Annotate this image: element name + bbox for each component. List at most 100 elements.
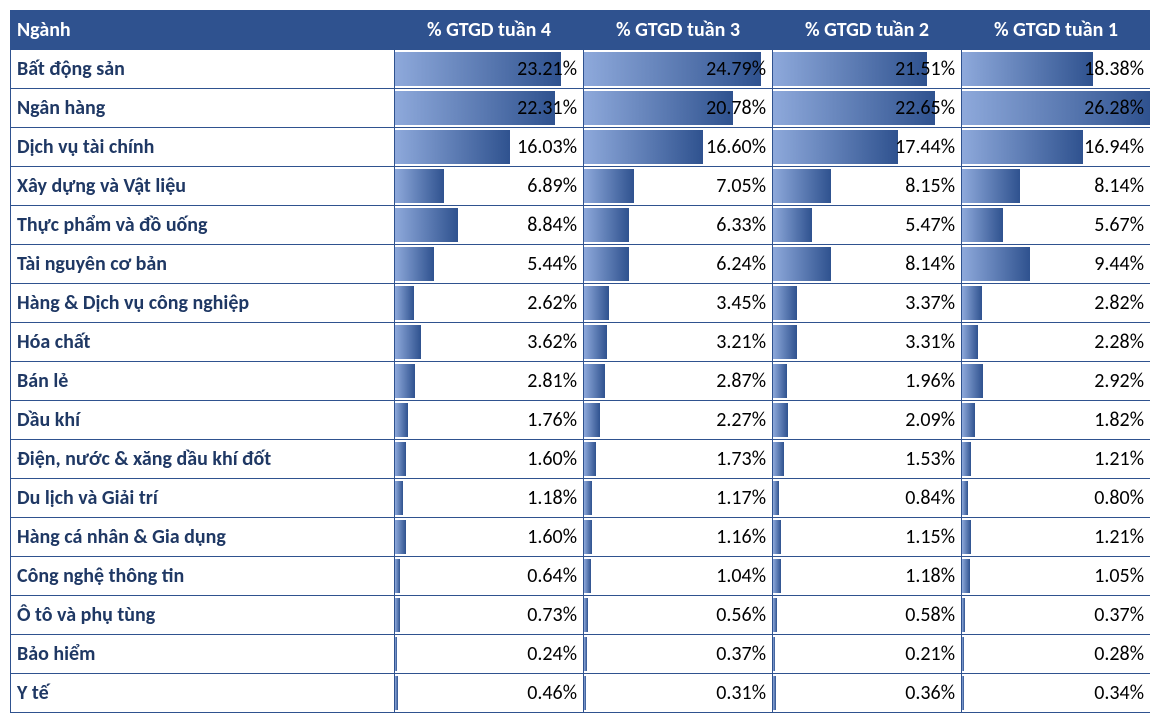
data-bar: [773, 325, 797, 359]
cell-value: 6.33%: [716, 206, 766, 244]
data-cell: 16.94%: [962, 128, 1150, 167]
data-bar: [962, 286, 982, 320]
cell-value: 3.37%: [905, 284, 955, 322]
data-cell: 17.44%: [773, 128, 962, 167]
data-bar: [584, 403, 600, 437]
cell-value: 2.82%: [1094, 284, 1144, 322]
data-cell: 0.84%: [773, 479, 962, 518]
row-label: Xây dựng và Vật liệu: [11, 167, 395, 206]
row-label: Du lịch và Giải trí: [11, 479, 395, 518]
data-bar: [962, 169, 1020, 203]
row-label: Thực phẩm và đồ uống: [11, 206, 395, 245]
data-cell: 22.65%: [773, 89, 962, 128]
data-bar: [584, 169, 634, 203]
cell-value: 1.60%: [527, 518, 577, 556]
table-row: Ô tô và phụ tùng0.73%0.56%0.58%0.37%: [11, 596, 1150, 635]
data-bar: [962, 208, 1003, 242]
cell-value: 1.96%: [905, 362, 955, 400]
data-cell: 0.64%: [395, 557, 584, 596]
data-bar: [962, 598, 965, 632]
data-bar: [962, 637, 964, 671]
data-bar: [584, 442, 596, 476]
data-cell: 1.18%: [395, 479, 584, 518]
data-bar: [773, 286, 797, 320]
table-row: Dầu khí1.76%2.27%2.09%1.82%: [11, 401, 1150, 440]
data-cell: 8.14%: [773, 245, 962, 284]
cell-value: 5.47%: [905, 206, 955, 244]
cell-value: 0.64%: [527, 557, 577, 595]
data-bar: [395, 637, 397, 671]
row-label: Bất động sản: [11, 50, 395, 89]
cell-value: 0.24%: [527, 635, 577, 673]
data-cell: 2.82%: [962, 284, 1150, 323]
data-bar: [584, 130, 703, 164]
data-cell: 0.80%: [962, 479, 1150, 518]
row-label: Dịch vụ tài chính: [11, 128, 395, 167]
data-cell: 5.47%: [773, 206, 962, 245]
row-label: Công nghệ thông tin: [11, 557, 395, 596]
data-bar: [395, 598, 400, 632]
cell-value: 3.45%: [716, 284, 766, 322]
data-cell: 3.62%: [395, 323, 584, 362]
data-bar: [584, 637, 587, 671]
data-bar: [584, 559, 591, 593]
cell-value: 20.78%: [706, 89, 766, 127]
cell-value: 7.05%: [716, 167, 766, 205]
data-cell: 2.28%: [962, 323, 1150, 362]
data-bar: [584, 481, 592, 515]
data-bar: [395, 559, 400, 593]
data-cell: 0.31%: [584, 674, 773, 713]
table-row: Hàng cá nhân & Gia dụng1.60%1.16%1.15%1.…: [11, 518, 1150, 557]
cell-value: 3.62%: [527, 323, 577, 361]
cell-value: 1.53%: [905, 440, 955, 478]
cell-value: 0.58%: [905, 596, 955, 634]
data-bar: [962, 520, 971, 554]
table-row: Bảo hiểm0.24%0.37%0.21%0.28%: [11, 635, 1150, 674]
data-cell: 0.28%: [962, 635, 1150, 674]
data-cell: 2.09%: [773, 401, 962, 440]
data-cell: 20.78%: [584, 89, 773, 128]
data-bar: [395, 208, 458, 242]
header-row: Ngành % GTGD tuần 4 % GTGD tuần 3 % GTGD…: [11, 11, 1150, 50]
cell-value: 0.46%: [527, 674, 577, 712]
cell-value: 0.31%: [716, 674, 766, 712]
data-cell: 0.37%: [584, 635, 773, 674]
data-bar: [962, 676, 964, 710]
row-label: Hàng & Dịch vụ công nghiệp: [11, 284, 395, 323]
data-bar: [962, 481, 968, 515]
data-cell: 1.60%: [395, 518, 584, 557]
data-bar: [584, 598, 588, 632]
cell-value: 18.38%: [1084, 50, 1144, 88]
data-bar: [962, 247, 1030, 281]
data-bar: [584, 247, 629, 281]
data-bar: [773, 481, 779, 515]
cell-value: 22.31%: [517, 89, 577, 127]
cell-value: 3.31%: [905, 323, 955, 361]
cell-value: 16.60%: [706, 128, 766, 166]
data-bar: [395, 325, 421, 359]
cell-value: 2.09%: [905, 401, 955, 439]
cell-value: 17.44%: [895, 128, 955, 166]
data-cell: 1.05%: [962, 557, 1150, 596]
data-bar: [773, 637, 775, 671]
cell-value: 0.73%: [527, 596, 577, 634]
data-cell: 3.45%: [584, 284, 773, 323]
data-cell: 16.03%: [395, 128, 584, 167]
data-cell: 0.36%: [773, 674, 962, 713]
data-bar: [395, 403, 408, 437]
data-bar: [962, 559, 970, 593]
data-bar: [773, 598, 777, 632]
cell-value: 24.79%: [706, 50, 766, 88]
cell-value: 1.18%: [905, 557, 955, 595]
data-cell: 2.27%: [584, 401, 773, 440]
data-cell: 2.92%: [962, 362, 1150, 401]
data-cell: 18.38%: [962, 50, 1150, 89]
data-bar: [584, 364, 605, 398]
col-header-nganh: Ngành: [11, 11, 395, 50]
table-row: Tài nguyên cơ bản5.44%6.24%8.14%9.44%: [11, 245, 1150, 284]
cell-value: 1.04%: [716, 557, 766, 595]
row-label: Hàng cá nhân & Gia dụng: [11, 518, 395, 557]
data-cell: 1.04%: [584, 557, 773, 596]
data-bar: [395, 364, 415, 398]
cell-value: 22.65%: [895, 89, 955, 127]
